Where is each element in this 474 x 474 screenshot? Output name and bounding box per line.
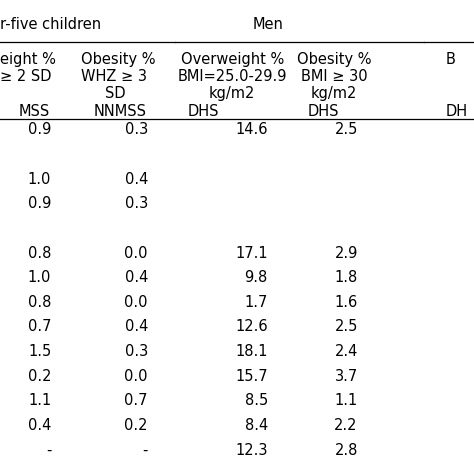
Text: 15.7: 15.7 (235, 369, 268, 384)
Text: 0.4: 0.4 (125, 172, 148, 187)
Text: 1.7: 1.7 (245, 295, 268, 310)
Text: Overweight %: Overweight % (181, 52, 284, 67)
Text: 0.9: 0.9 (28, 122, 51, 137)
Text: 0.4: 0.4 (125, 319, 148, 335)
Text: -: - (143, 443, 148, 458)
Text: 8.4: 8.4 (245, 418, 268, 433)
Text: DHS: DHS (187, 104, 219, 119)
Text: eight %: eight % (0, 52, 56, 67)
Text: Men: Men (252, 17, 283, 32)
Text: 3.7: 3.7 (335, 369, 358, 384)
Text: 0.3: 0.3 (125, 196, 148, 211)
Text: 12.6: 12.6 (235, 319, 268, 335)
Text: NNMSS: NNMSS (94, 104, 147, 119)
Text: 0.8: 0.8 (28, 246, 51, 261)
Text: kg/m2: kg/m2 (311, 86, 357, 101)
Text: 12.3: 12.3 (235, 443, 268, 458)
Text: 2.2: 2.2 (334, 418, 358, 433)
Text: 0.0: 0.0 (124, 246, 148, 261)
Text: 0.4: 0.4 (28, 418, 51, 433)
Text: WHZ ≥ 3: WHZ ≥ 3 (81, 69, 146, 84)
Text: 1.1: 1.1 (335, 393, 358, 409)
Text: BMI ≥ 30: BMI ≥ 30 (301, 69, 367, 84)
Text: 0.3: 0.3 (125, 122, 148, 137)
Text: 2.9: 2.9 (335, 246, 358, 261)
Text: 14.6: 14.6 (235, 122, 268, 137)
Text: BMI=25.0-29.9: BMI=25.0-29.9 (177, 69, 287, 84)
Text: 1.0: 1.0 (28, 270, 51, 285)
Text: 0.7: 0.7 (27, 319, 51, 335)
Text: 0.8: 0.8 (28, 295, 51, 310)
Text: B: B (446, 52, 456, 67)
Text: 1.1: 1.1 (28, 393, 51, 409)
Text: -: - (46, 443, 51, 458)
Text: 2.4: 2.4 (335, 344, 358, 359)
Text: 18.1: 18.1 (235, 344, 268, 359)
Text: 9.8: 9.8 (245, 270, 268, 285)
Text: 2.5: 2.5 (335, 122, 358, 137)
Text: 0.2: 0.2 (124, 418, 148, 433)
Text: DH: DH (446, 104, 468, 119)
Text: 2.8: 2.8 (335, 443, 358, 458)
Text: 0.4: 0.4 (125, 270, 148, 285)
Text: Obesity %: Obesity % (297, 52, 372, 67)
Text: 1.6: 1.6 (335, 295, 358, 310)
Text: kg/m2: kg/m2 (209, 86, 255, 101)
Text: 0.7: 0.7 (124, 393, 148, 409)
Text: 0.3: 0.3 (125, 344, 148, 359)
Text: 2.5: 2.5 (335, 319, 358, 335)
Text: SD: SD (105, 86, 126, 101)
Text: ≥ 2 SD: ≥ 2 SD (0, 69, 52, 84)
Text: 0.0: 0.0 (124, 369, 148, 384)
Text: 8.5: 8.5 (245, 393, 268, 409)
Text: 17.1: 17.1 (235, 246, 268, 261)
Text: 1.0: 1.0 (28, 172, 51, 187)
Text: 1.8: 1.8 (335, 270, 358, 285)
Text: Obesity %: Obesity % (81, 52, 155, 67)
Text: 0.0: 0.0 (124, 295, 148, 310)
Text: r-five children: r-five children (0, 17, 101, 32)
Text: DHS: DHS (308, 104, 339, 119)
Text: MSS: MSS (18, 104, 50, 119)
Text: 1.5: 1.5 (28, 344, 51, 359)
Text: 0.2: 0.2 (27, 369, 51, 384)
Text: 0.9: 0.9 (28, 196, 51, 211)
